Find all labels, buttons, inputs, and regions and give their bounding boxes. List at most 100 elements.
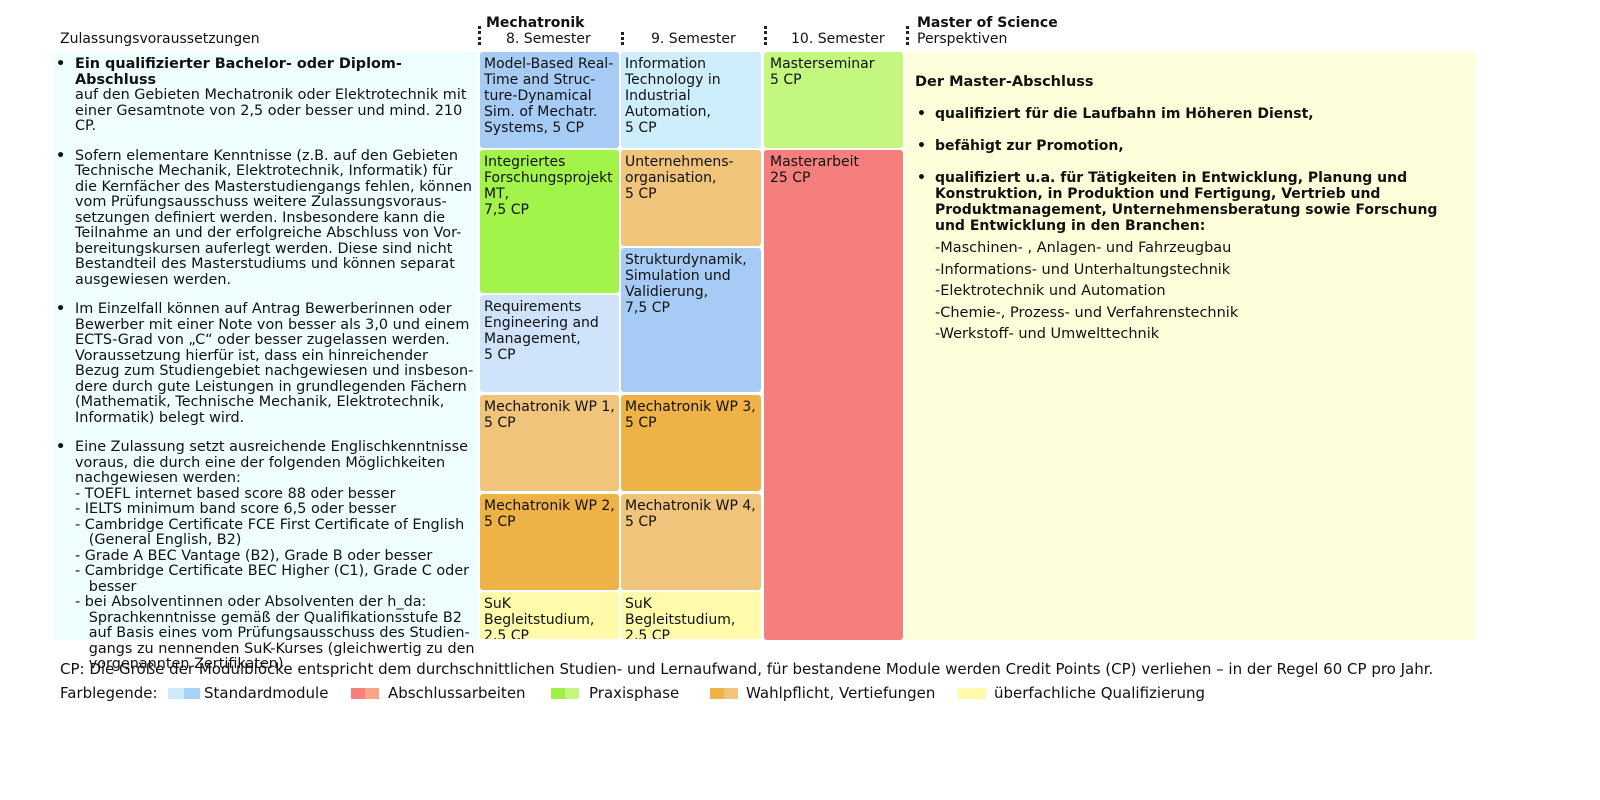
module-masterarbeit[interactable]: Masterarbeit 25 CP xyxy=(764,150,903,640)
module-mechatronik-wp3[interactable]: Mechatronik WP 3, 5 CP xyxy=(621,395,761,491)
module-text: 25 CP xyxy=(770,170,811,186)
requirement-line: die Kernfächer des Masterstudiengangs fe… xyxy=(75,178,473,195)
module-text: 5 CP xyxy=(484,347,516,363)
branch-item: -Chemie-, Prozess- und Verfahrenstechnik xyxy=(935,304,1239,321)
degree-title: Master of Science xyxy=(917,15,1058,31)
module-unternehmensorganisation[interactable]: Unternehmens- organisation, 5 CP xyxy=(621,150,761,246)
module-text: Requirements xyxy=(484,299,582,315)
column-separator xyxy=(621,32,624,45)
requirement-line: dere durch gute Leistungen in grundlegen… xyxy=(75,378,467,395)
semester-9-header: 9. Semester xyxy=(651,31,736,47)
semester-8-header: 8. Semester xyxy=(506,31,591,47)
requirement-line: auf den Gebieten Mechatronik oder Elektr… xyxy=(75,87,467,103)
module-text: 2,5 CP xyxy=(625,628,670,639)
column-separator xyxy=(764,26,767,45)
module-mechatronik-wp2[interactable]: Mechatronik WP 2, 5 CP xyxy=(480,494,619,590)
requirement-line: bereitungskursen auferlegt werden. Diese… xyxy=(75,240,453,257)
perspectives-panel: Der Master-Abschluss qualifiziert für di… xyxy=(905,52,1475,640)
perspective-item: qualifiziert u.a. für Tätigkeiten in Ent… xyxy=(915,170,1475,234)
module-suk-begleitstudium-8[interactable]: SuK Begleitstudium, 2,5 CP xyxy=(480,592,619,639)
module-masterseminar[interactable]: Masterseminar 5 CP xyxy=(764,52,903,148)
module-text: Management, xyxy=(484,331,581,347)
requirement-item: Ein qualifizierter Bachelor- oder Diplom… xyxy=(53,56,478,135)
module-text: Mechatronik WP 4, xyxy=(625,498,756,514)
module-information-technology[interactable]: Information Technology in Industrial Aut… xyxy=(621,52,761,148)
module-requirements-engineering[interactable]: Requirements Engineering and Management,… xyxy=(480,295,619,392)
requirement-line: ECTS-Grad von „C“ oder besser zugelassen… xyxy=(75,332,450,348)
requirement-line: - TOEFL internet based score 88 oder bes… xyxy=(75,485,396,502)
legend-standardmodule: Standardmodule xyxy=(204,684,329,702)
legend-swatch-thesis xyxy=(351,688,365,699)
requirement-line: (General English, B2) xyxy=(75,532,242,548)
branch-item: -Maschinen- , Anlagen- und Fahrzeugbau xyxy=(935,240,1232,256)
module-text: Information xyxy=(625,56,707,72)
requirement-line: besser xyxy=(75,578,137,595)
module-text: 5 CP xyxy=(625,186,657,202)
legend-swatch-standard xyxy=(184,688,200,699)
module-text: Technology in xyxy=(625,72,721,88)
requirement-line: - Cambridge Certificate FCE First Certif… xyxy=(75,516,465,533)
module-text: 5 CP xyxy=(484,415,516,431)
module-forschungsprojekt[interactable]: Integriertes Forschungsprojekt MT, 7,5 C… xyxy=(480,150,619,293)
requirement-line: vorgenannten Zertifikaten) xyxy=(75,656,284,672)
requirement-line: ausgewiesen werden. xyxy=(75,271,232,288)
program-title: Mechatronik xyxy=(486,15,585,31)
legend-swatch-wahlpflicht xyxy=(710,688,724,699)
perspectives-title: Der Master-Abschluss xyxy=(915,74,1094,90)
legend-swatch-praxis xyxy=(551,688,565,699)
branch-list: -Maschinen- , Anlagen- und Fahrzeugbau -… xyxy=(935,238,1475,346)
module-text: Mechatronik WP 2, xyxy=(484,498,615,514)
module-text: 5 CP xyxy=(625,120,657,136)
requirement-bold: Ein qualifizierter Bachelor- oder Diplom… xyxy=(75,56,402,88)
module-strukturdynamik[interactable]: Strukturdynamik, Simulation und Validier… xyxy=(621,248,761,392)
perspective-text: qualifiziert für die Laufbahn im Höheren… xyxy=(935,106,1314,122)
module-text: 7,5 CP xyxy=(625,300,670,316)
requirement-line: voraus, die durch eine der folgenden Mög… xyxy=(75,454,446,471)
module-text: Time and Struc- xyxy=(484,72,596,88)
perspective-text: qualifiziert u.a. für Tätigkeiten in Ent… xyxy=(935,170,1408,186)
module-text: 5 CP xyxy=(625,415,657,431)
module-text: MT, xyxy=(484,186,510,202)
module-text: Integriertes xyxy=(484,154,566,170)
module-text: SuK Begleitstudium, xyxy=(625,596,736,628)
requirement-line: setzungen definiert werden. Insbesondere… xyxy=(75,209,446,226)
requirement-line: Eine Zulassung setzt ausreichende Englis… xyxy=(75,439,469,455)
legend-abschlussarbeiten: Abschlussarbeiten xyxy=(388,684,526,702)
module-mechatronik-wp1[interactable]: Mechatronik WP 1, 5 CP xyxy=(480,395,619,491)
column-separator xyxy=(478,26,481,45)
requirement-line: gangs zu nennenden SuK-Kurses (gleichwer… xyxy=(75,640,475,657)
module-text: Simulation und xyxy=(625,268,731,284)
module-text: Sim. of Mechatr. xyxy=(484,104,598,120)
legend-swatch-standard xyxy=(168,688,184,699)
module-model-based-systems[interactable]: Model-Based Real- Time and Struc- ture-D… xyxy=(480,52,619,148)
requirement-line: Im Einzelfall können auf Antrag Bewerber… xyxy=(75,301,452,317)
module-text: ture-Dynamical xyxy=(484,88,592,104)
requirement-line: Bewerber mit einer Note von besser als 3… xyxy=(75,316,470,333)
module-text: organisation, xyxy=(625,170,717,186)
requirement-line: Technische Mechanik, Elektrotechnik, Inf… xyxy=(75,163,453,179)
requirement-line: Teilnahme an und der erfolgreiche Abschl… xyxy=(75,225,462,241)
module-text: Mechatronik WP 3, xyxy=(625,399,756,415)
perspective-text: und Entwicklung in den Branchen: xyxy=(935,218,1206,234)
requirement-line: nachgewiesen werden: xyxy=(75,470,241,486)
requirement-line: - Grade A BEC Vantage (B2), Grade B oder… xyxy=(75,547,433,564)
module-text: Engineering and xyxy=(484,315,599,331)
module-suk-begleitstudium-9[interactable]: SuK Begleitstudium, 2,5 CP xyxy=(621,592,761,639)
legend-ueberfachlich: überfachliche Qualifizierung xyxy=(994,684,1205,702)
requirement-line: - Cambridge Certificate BEC Higher (C1),… xyxy=(75,563,470,579)
requirement-item: Sofern elementare Kenntnisse (z.B. auf d… xyxy=(53,148,478,289)
branch-item: -Elektrotechnik und Automation xyxy=(935,283,1166,299)
module-text: Validierung, xyxy=(625,284,709,300)
legend-label: Farblegende: xyxy=(60,684,158,702)
module-text: SuK Begleitstudium, xyxy=(484,596,595,628)
legend-wahlpflicht: Wahlpflicht, Vertiefungen xyxy=(746,684,936,702)
requirement-line: vom Prüfungsausschuss weitere Zulassungs… xyxy=(75,194,447,210)
legend-swatch-praxis xyxy=(565,688,579,699)
column-separator xyxy=(906,26,909,45)
perspective-text: Produktmanagement, Unternehmensberatung … xyxy=(935,202,1438,218)
requirement-line: (Mathematik, Technische Mechanik, Elektr… xyxy=(75,394,445,410)
module-mechatronik-wp4[interactable]: Mechatronik WP 4, 5 CP xyxy=(621,494,761,590)
requirement-line: - bei Absolventinnen oder Absolventen de… xyxy=(75,594,427,610)
legend-swatch-thesis xyxy=(365,688,379,699)
module-text: Model-Based Real- xyxy=(484,56,614,72)
